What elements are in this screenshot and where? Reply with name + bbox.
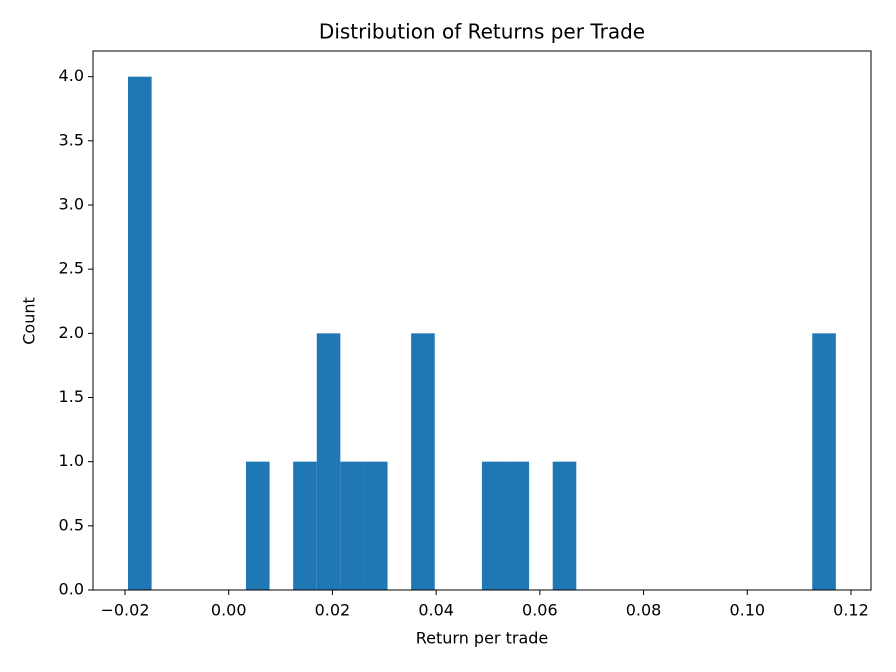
- y-tick-label: 2.0: [59, 323, 84, 342]
- x-tick-label: 0.04: [418, 601, 454, 620]
- bar: [505, 461, 530, 590]
- x-axis-label: Return per trade: [416, 629, 549, 648]
- y-tick-label: 3.5: [59, 130, 84, 149]
- y-tick-label: 2.5: [59, 259, 84, 278]
- y-tick-label: 4.0: [59, 66, 84, 85]
- x-tick-label: −0.02: [100, 601, 149, 620]
- y-axis-label: Count: [20, 297, 39, 345]
- y-tick-label: 1.5: [59, 387, 84, 406]
- bar: [293, 461, 317, 590]
- x-tick-label: 0.00: [211, 601, 247, 620]
- bar: [552, 461, 577, 590]
- bar: [812, 333, 836, 590]
- y-tick-label: 0.5: [59, 515, 84, 534]
- bar: [481, 461, 506, 590]
- y-tick-label: 1.0: [59, 451, 84, 470]
- bar: [128, 76, 152, 590]
- axes-frame: [92, 50, 872, 591]
- x-tick-label: 0.02: [315, 601, 351, 620]
- x-tick-label: 0.10: [729, 601, 765, 620]
- bar: [316, 333, 341, 590]
- x-tick-label: 0.12: [833, 601, 869, 620]
- bar: [411, 333, 435, 590]
- x-tick-label: 0.06: [522, 601, 558, 620]
- x-tick-label: 0.08: [626, 601, 662, 620]
- bar: [363, 461, 388, 590]
- bar: [245, 461, 270, 590]
- plot-area: [128, 76, 836, 590]
- bar: [340, 461, 364, 590]
- y-tick-label: 0.0: [59, 580, 84, 599]
- y-tick-label: 3.0: [59, 195, 84, 214]
- chart-title: Distribution of Returns per Trade: [319, 20, 645, 44]
